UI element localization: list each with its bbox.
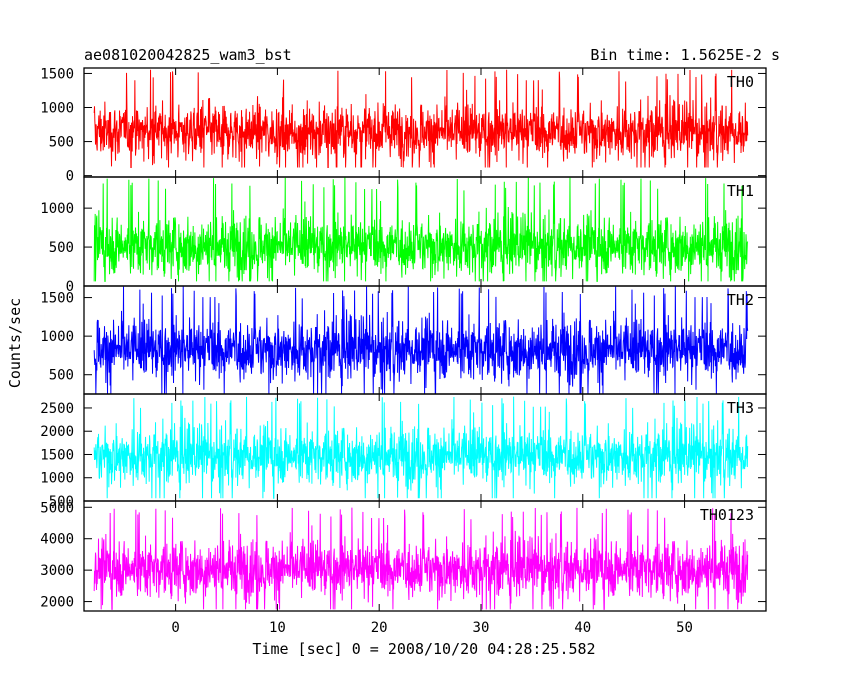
- y-tick-label: 3000: [40, 563, 74, 579]
- x-tick-label: 10: [269, 620, 286, 636]
- x-tick-label: 50: [676, 620, 693, 636]
- series-th3: [93, 396, 749, 499]
- panel-label: TH0123: [700, 506, 754, 524]
- x-tick-label: 20: [371, 620, 388, 636]
- panel-frame: [83, 500, 767, 612]
- x-tick-label: 40: [574, 620, 591, 636]
- bin-time-label: Bin time: 1.5625E-2 s: [590, 46, 780, 64]
- y-tick-label: 500: [49, 240, 74, 256]
- chart-title: ae081020042825_wam3_bst: [84, 46, 292, 64]
- y-tick-label: 500: [49, 494, 74, 510]
- panel-label: TH1: [727, 182, 754, 200]
- x-axis-label: Time [sec] 0 = 2008/10/20 04:28:25.582: [252, 640, 595, 658]
- y-tick-label: 4000: [40, 532, 74, 548]
- y-tick-label: 1500: [40, 447, 74, 463]
- x-tick-label: 30: [473, 620, 490, 636]
- panel-label: TH3: [727, 399, 754, 417]
- panel-label: TH2: [727, 291, 754, 309]
- panel-th0123: 2000 3000 4000 5000 TH0123: [40, 500, 767, 612]
- y-tick-label: 2000: [40, 424, 74, 440]
- y-tick-label: 5000: [40, 500, 74, 516]
- panel-label: TH0: [727, 73, 754, 91]
- panel-th0: 0 500 1000 1500 TH0: [40, 66, 767, 185]
- y-tick-label: 2000: [40, 595, 74, 611]
- y-tick-label: 2500: [40, 401, 74, 417]
- series-th1: [93, 177, 749, 282]
- series-th0123: [93, 507, 749, 610]
- y-tick-label: 0: [66, 279, 74, 295]
- y-tick-label: 1500: [40, 291, 74, 307]
- y-tick-label: 500: [49, 368, 74, 384]
- y-tick-label: 1000: [40, 201, 74, 217]
- series-th2: [93, 286, 749, 395]
- x-tick-label: 0: [171, 620, 179, 636]
- y-tick-label: 1000: [40, 329, 74, 345]
- panel-th2: 500 1000 1500 TH2: [40, 285, 767, 395]
- y-tick-label: 500: [49, 135, 74, 151]
- y-tick-label: 0: [66, 169, 74, 185]
- panel-th1: 0 500 1000 TH1: [40, 176, 767, 295]
- series-th0: [93, 69, 749, 168]
- y-tick-label: 1000: [40, 101, 74, 117]
- y-tick-label: 1500: [40, 66, 74, 82]
- y-tick-label: 1000: [40, 471, 74, 487]
- panel-th3: 500 1000 1500 2000 2500 TH3: [40, 393, 767, 510]
- y-axis-label: Counts/sec: [6, 298, 24, 388]
